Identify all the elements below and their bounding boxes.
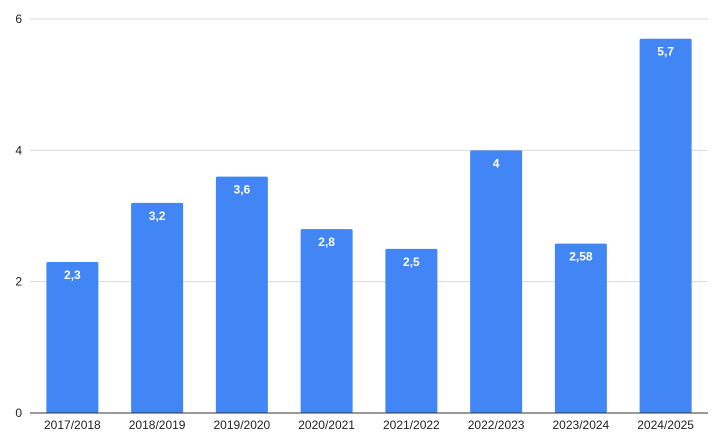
data-label: 3,6	[234, 183, 251, 197]
data-labels: 2,3 3,2 3,6 2,8 2,5 4 2,58 5,7	[64, 45, 674, 282]
bars	[46, 38, 692, 414]
bar-2020-2021	[300, 229, 353, 413]
x-tick-label: 2024/2025	[637, 418, 694, 432]
y-axis-ticks: 0 2 4 6	[15, 12, 22, 420]
bar-2019-2020	[215, 176, 268, 413]
x-tick-label: 2020/2021	[298, 418, 355, 432]
x-tick-label: 2018/2019	[129, 418, 186, 432]
bar-2022-2023	[470, 150, 523, 414]
y-tick-label: 4	[15, 143, 22, 157]
x-tick-label: 2022/2023	[468, 418, 525, 432]
y-tick-label: 0	[15, 406, 22, 420]
bar-2021-2022	[385, 248, 438, 413]
data-label: 5,7	[657, 45, 674, 59]
data-label: 2,58	[569, 250, 593, 264]
x-axis-ticks: 2017/2018 2018/2019 2019/2020 2020/2021 2021…	[44, 418, 694, 432]
y-tick-label: 2	[15, 275, 22, 289]
data-label: 2,5	[403, 255, 420, 269]
x-tick-label: 2017/2018	[44, 418, 101, 432]
data-label: 4	[493, 156, 500, 170]
x-tick-label: 2021/2022	[383, 418, 440, 432]
data-label: 3,2	[149, 209, 166, 223]
bar-2017-2018	[46, 261, 99, 413]
x-tick-label: 2023/2024	[553, 418, 610, 432]
y-tick-label: 6	[15, 12, 22, 26]
data-label: 2,3	[64, 268, 81, 282]
x-tick-label: 2019/2020	[214, 418, 271, 432]
bar-2018-2019	[131, 202, 184, 413]
bar-2024-2025	[639, 38, 692, 413]
data-label: 2,8	[318, 235, 335, 249]
bar-2023-2024	[554, 243, 607, 413]
